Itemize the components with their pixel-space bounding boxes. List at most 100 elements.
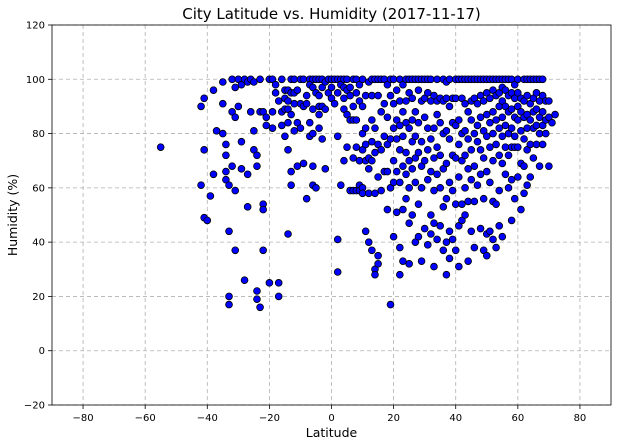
- data-point: [346, 83, 354, 92]
- data-point: [225, 300, 233, 309]
- data-point: [262, 121, 271, 130]
- data-point: [396, 270, 404, 279]
- data-point: [377, 186, 385, 195]
- data-point: [442, 238, 451, 246]
- data-point: [433, 235, 441, 244]
- data-point: [377, 146, 385, 154]
- data-point: [371, 189, 379, 198]
- data-point: [427, 230, 435, 238]
- data-point: [333, 268, 342, 276]
- data-point: [532, 105, 541, 113]
- x-tick-label: 60: [511, 413, 524, 424]
- data-point: [414, 118, 423, 127]
- data-point: [507, 216, 516, 225]
- data-point: [479, 194, 488, 203]
- data-point: [386, 300, 395, 309]
- data-point: [545, 97, 553, 105]
- data-point: [436, 184, 444, 192]
- data-point: [482, 251, 491, 260]
- y-tick-label: 60: [32, 183, 45, 194]
- data-point: [396, 243, 404, 252]
- data-point: [464, 197, 472, 206]
- x-axis-label: Latitude: [306, 425, 358, 440]
- data-point: [411, 132, 420, 141]
- data-point: [417, 137, 426, 146]
- data-point: [455, 262, 463, 271]
- data-point: [427, 135, 435, 143]
- data-point: [411, 178, 420, 187]
- data-point: [467, 227, 476, 236]
- data-point: [330, 99, 339, 108]
- data-point: [482, 132, 491, 141]
- data-point: [541, 129, 550, 138]
- data-point: [464, 165, 472, 173]
- data-point: [414, 232, 423, 241]
- data-point: [436, 118, 444, 127]
- data-point: [399, 205, 407, 214]
- data-point: [523, 181, 531, 189]
- data-point: [368, 91, 376, 100]
- data-point: [333, 235, 342, 244]
- data-point: [197, 181, 205, 189]
- data-point: [489, 235, 497, 244]
- data-point: [507, 175, 516, 184]
- data-point: [423, 89, 432, 97]
- data-point: [461, 99, 469, 108]
- data-point: [476, 146, 485, 154]
- data-point: [495, 151, 504, 160]
- data-point: [548, 118, 556, 127]
- data-point: [445, 135, 454, 143]
- data-point: [278, 75, 286, 84]
- data-point: [445, 227, 454, 236]
- data-point: [464, 135, 472, 143]
- data-point: [392, 135, 401, 143]
- data-point: [361, 91, 370, 100]
- data-point: [299, 75, 308, 84]
- data-point: [489, 108, 497, 116]
- data-point: [417, 257, 426, 265]
- data-point: [343, 75, 351, 84]
- data-point: [476, 113, 485, 122]
- data-point: [482, 167, 491, 176]
- data-point: [262, 113, 271, 122]
- data-point: [408, 211, 417, 219]
- data-point: [470, 243, 479, 252]
- data-point: [473, 121, 482, 130]
- data-point: [222, 151, 230, 160]
- data-point: [380, 99, 389, 108]
- data-point: [240, 276, 249, 284]
- data-point: [225, 227, 233, 236]
- data-point: [451, 200, 460, 208]
- y-tick-label: 80: [32, 129, 45, 140]
- data-point: [302, 99, 311, 108]
- data-point: [274, 97, 283, 105]
- data-point: [436, 151, 444, 160]
- data-point: [256, 75, 264, 84]
- x-tick-label: −20: [259, 413, 280, 424]
- data-point: [498, 132, 507, 141]
- data-point: [212, 127, 221, 135]
- data-point: [430, 124, 438, 132]
- data-point: [315, 110, 323, 119]
- data-point: [495, 222, 504, 230]
- data-point: [501, 170, 510, 179]
- y-tick-label: 40: [32, 238, 45, 249]
- data-point: [399, 132, 407, 141]
- data-point: [206, 192, 215, 200]
- data-point: [259, 246, 267, 255]
- y-tick-label: 20: [32, 292, 45, 303]
- data-point: [256, 303, 264, 312]
- data-point: [405, 124, 413, 132]
- data-point: [439, 203, 448, 211]
- axis-ticks: −80 −60 −40 −20 0 20 40 60 80 −20 0 20 40 60 80 100 120: [24, 21, 586, 425]
- data-point: [461, 184, 469, 192]
- data-point: [309, 129, 317, 138]
- data-point: [408, 116, 417, 124]
- data-point: [358, 102, 367, 111]
- data-point: [386, 135, 395, 143]
- data-point: [492, 116, 500, 124]
- data-point: [514, 173, 522, 181]
- data-point: [467, 175, 476, 184]
- data-point: [352, 116, 361, 124]
